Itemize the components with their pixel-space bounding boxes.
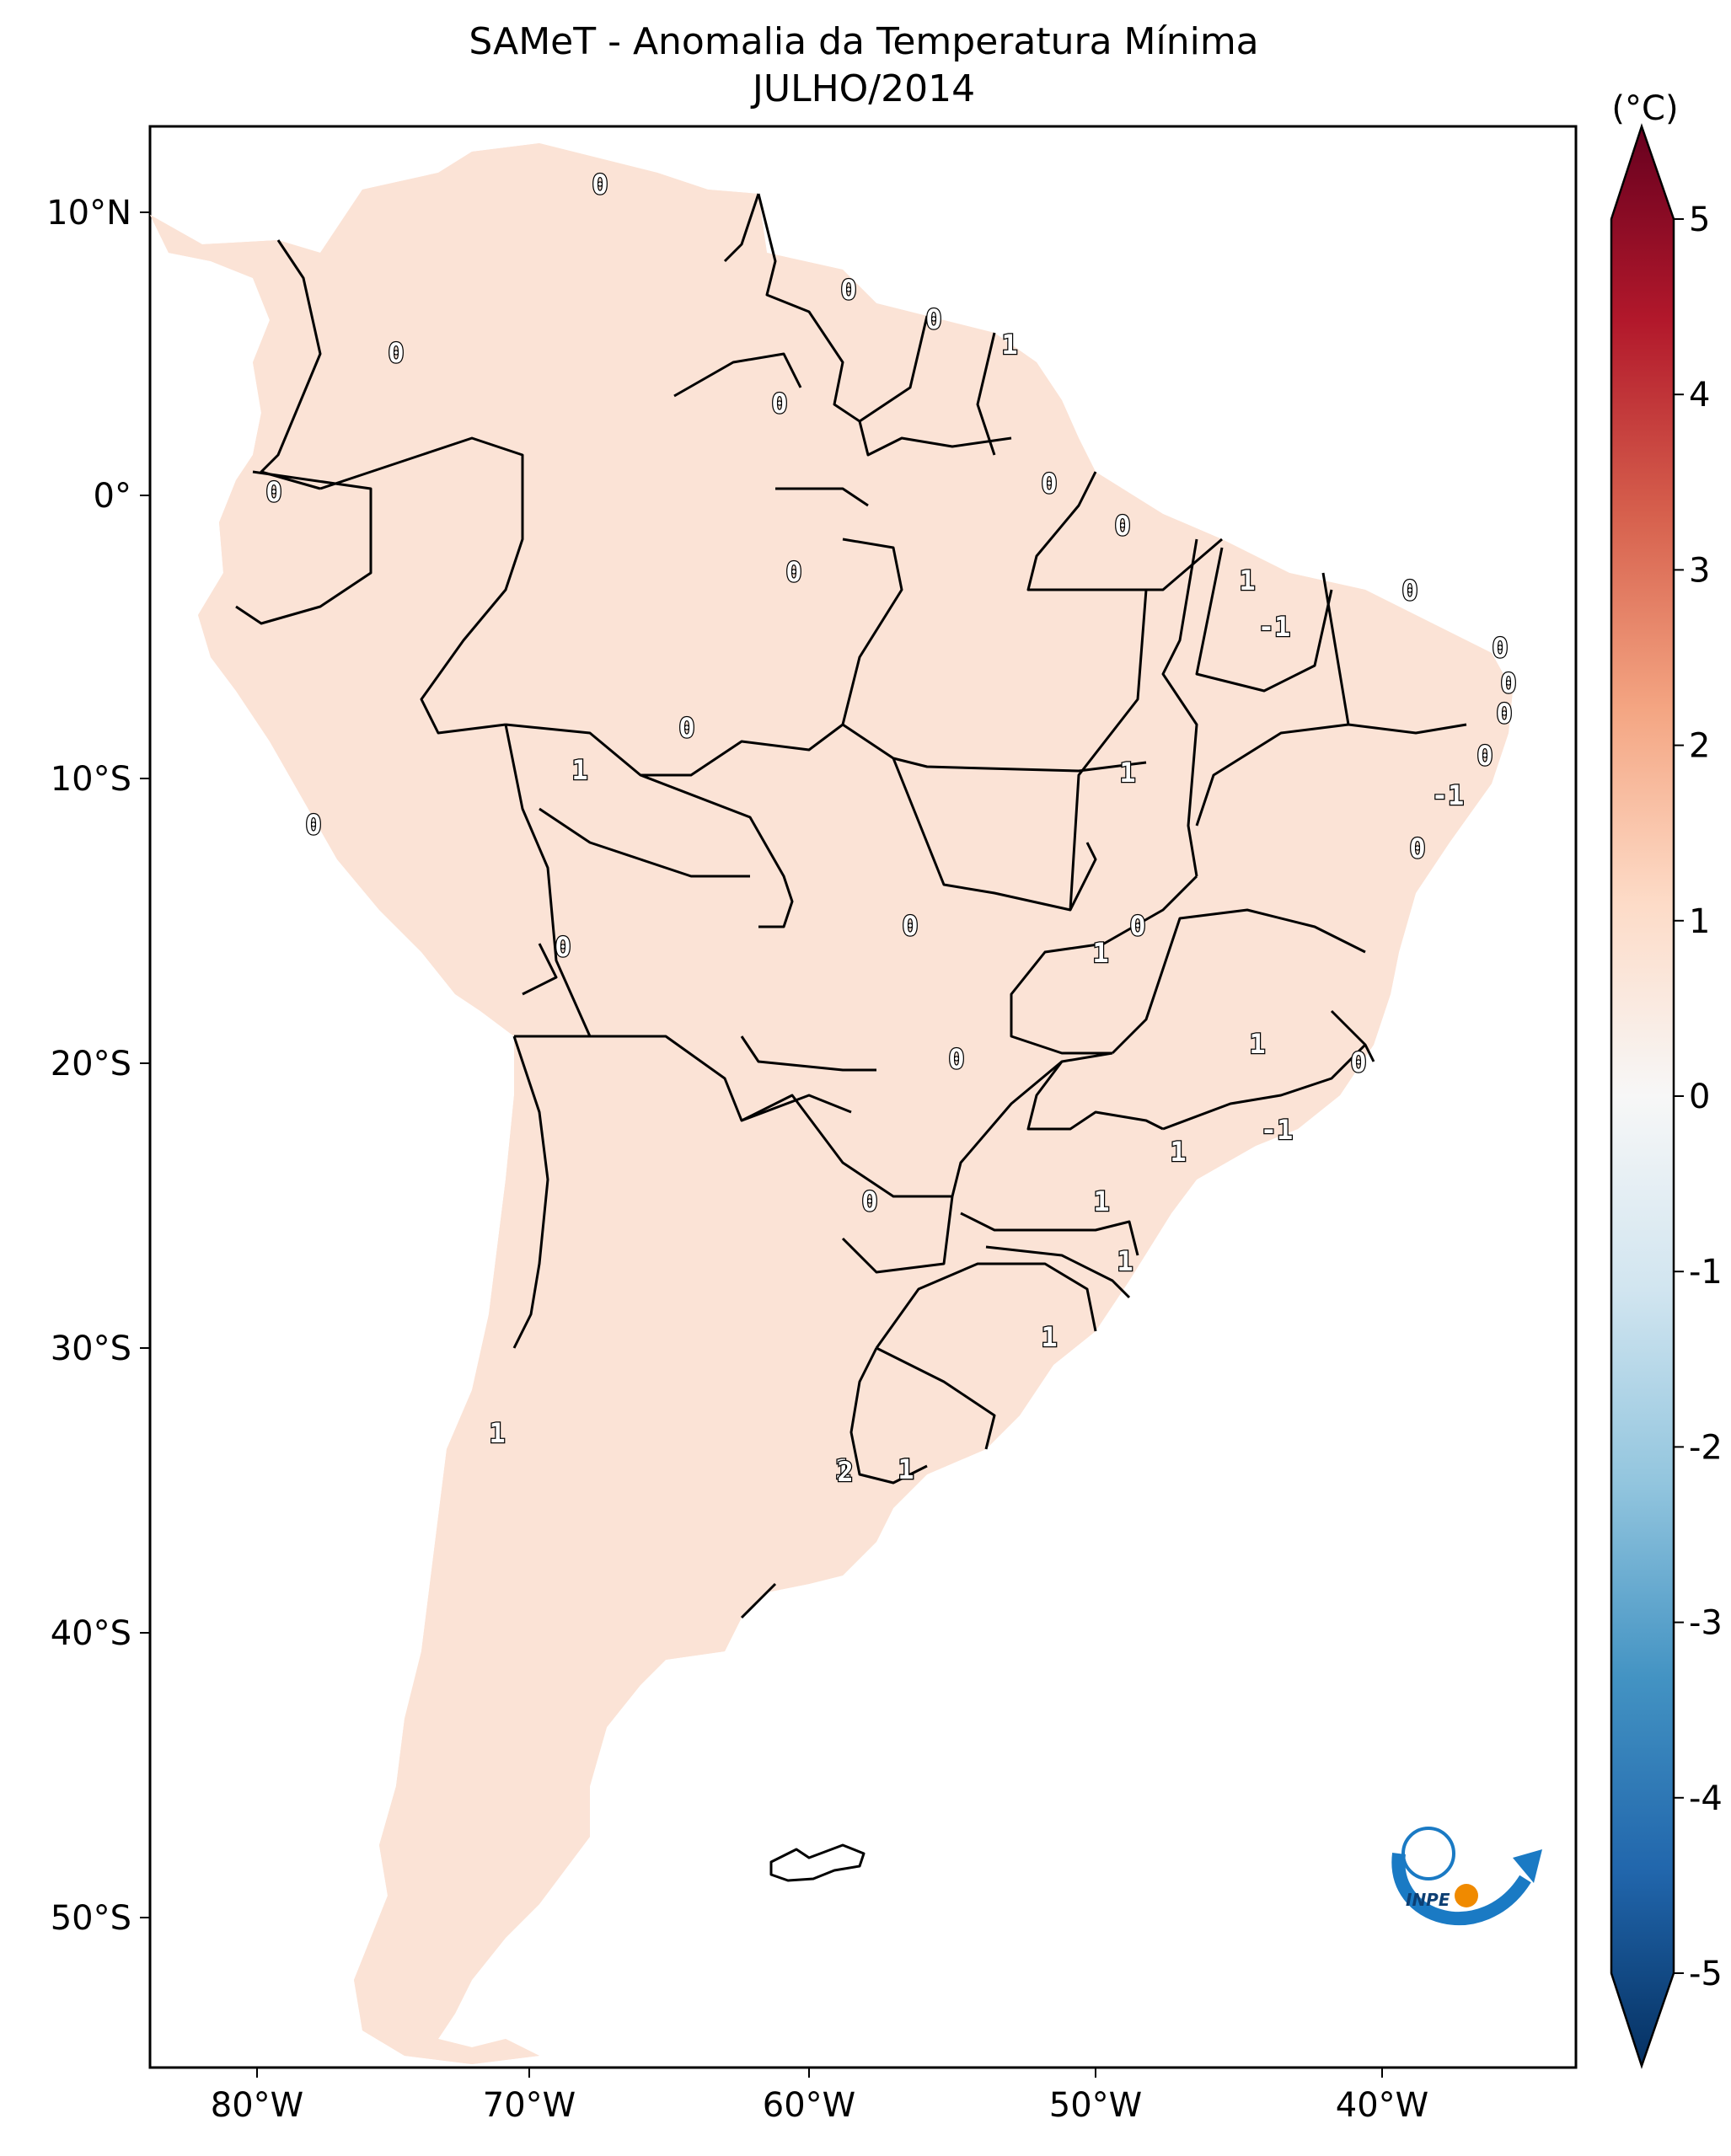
title-line-1: SAMeT - Anomalia da Temperatura Mínima — [469, 20, 1259, 63]
contour-label: 1 — [834, 1453, 850, 1485]
contour-label: 0 — [840, 274, 856, 306]
contour-label: 0 — [948, 1043, 964, 1075]
contour-label: 0 — [678, 712, 694, 744]
x-tick-label: 40°W — [1336, 2086, 1428, 2125]
contour-label: 0 — [265, 476, 281, 508]
x-axis: 80°W 70°W 60°W 50°W 40°W — [211, 2068, 1428, 2125]
contour-label: 0 — [1476, 740, 1493, 772]
y-tick-label: 40°S — [51, 1614, 131, 1653]
contour-label: 0 — [388, 337, 404, 369]
contour-label: 1 — [571, 754, 587, 786]
y-tick-label: 10°N — [46, 194, 131, 233]
contour-label: 1 — [1092, 937, 1108, 969]
logo-text: INPE — [1406, 1890, 1450, 1910]
title-line-2: JULHO/2014 — [752, 67, 976, 110]
contour-label: -1 — [1258, 611, 1291, 643]
falkland-islands — [769, 1843, 866, 1882]
contour-label: 0 — [771, 388, 787, 420]
x-tick-label: 50°W — [1049, 2086, 1142, 2125]
contour-label: 0 — [1409, 832, 1425, 864]
contour-label: 1 — [898, 1453, 914, 1485]
contour-label: 0 — [1350, 1046, 1366, 1078]
political-borders — [150, 142, 1514, 2066]
colorbar-tick-label: 4 — [1689, 376, 1710, 415]
contour-label: 1 — [1001, 329, 1017, 361]
contour-label: -1 — [1261, 1114, 1294, 1146]
contour-label: 0 — [1500, 667, 1516, 699]
contour-label: 0 — [555, 931, 571, 963]
y-tick-label: 10°S — [51, 760, 131, 799]
inpe-logo: INPE — [1391, 1827, 1542, 1926]
y-tick-label: 50°S — [51, 1899, 131, 1938]
x-tick-label: 70°W — [483, 2086, 576, 2125]
y-tick-label: 0° — [94, 477, 131, 516]
colorbar-tick-label: -2 — [1689, 1428, 1723, 1467]
contour-label: 1 — [1119, 757, 1135, 789]
contour-label: 0 — [785, 556, 801, 588]
x-tick-label: 80°W — [211, 2086, 303, 2125]
contour-label: 0 — [902, 910, 918, 942]
colorbar-tick-label: 5 — [1689, 201, 1710, 239]
contour-label: 0 — [861, 1185, 877, 1217]
colorbar-tick-label: 1 — [1689, 902, 1710, 941]
contour-label: 1 — [1041, 1321, 1057, 1353]
contour-label: 1 — [1249, 1028, 1265, 1060]
contour-label: 1 — [1093, 1185, 1109, 1217]
contour-label: 0 — [1041, 468, 1057, 500]
contour-label: 0 — [592, 169, 608, 201]
colorbar-ticks: 5 4 3 2 1 0 -1 -2 -3 -4 -5 — [1674, 201, 1723, 1993]
colorbar-tick-label: -3 — [1689, 1604, 1723, 1643]
contour-label: 0 — [1129, 910, 1145, 942]
contour-label: 0 — [1401, 575, 1417, 607]
colorbar-tick-label: -1 — [1689, 1253, 1723, 1292]
contour-label: 0 — [1114, 510, 1130, 542]
y-tick-label: 20°S — [51, 1045, 131, 1083]
contour-label: 0 — [1492, 632, 1508, 664]
map-title: SAMeT - Anomalia da Temperatura Mínima J… — [152, 19, 1576, 113]
contour-label: -1 — [1432, 779, 1465, 811]
colorbar-tick-label: -5 — [1689, 1955, 1723, 1993]
y-axis: 10°N 0° 10°S 20°S 30°S 40°S 50°S — [46, 194, 150, 1938]
colorbar-unit: (°C) — [1611, 89, 1678, 128]
colorbar-gradient — [1610, 123, 1675, 2069]
contour-label: 1 — [1117, 1245, 1133, 1277]
colorbar-tick-label: 0 — [1689, 1078, 1710, 1116]
contour-label: 2 — [837, 1456, 853, 1488]
contour-label: 0 — [1496, 698, 1512, 730]
y-tick-label: 30°S — [51, 1329, 131, 1368]
colorbar-tick-label: 3 — [1689, 551, 1710, 590]
contour-label: 1 — [1170, 1136, 1186, 1168]
x-tick-label: 60°W — [763, 2086, 855, 2125]
contour-label: 1 — [1239, 564, 1255, 597]
contour-label: 0 — [925, 303, 941, 335]
colorbar-tick-label: 2 — [1689, 727, 1710, 766]
colorbar: (°C) 5 4 3 2 1 0 -1 -2 -3 -4 -5 — [1610, 89, 1723, 2069]
contour-label: 1 — [898, 1453, 914, 1485]
contour-label: 1 — [489, 1417, 505, 1449]
contour-label: 0 — [305, 809, 321, 841]
colorbar-tick-label: -4 — [1689, 1779, 1723, 1818]
